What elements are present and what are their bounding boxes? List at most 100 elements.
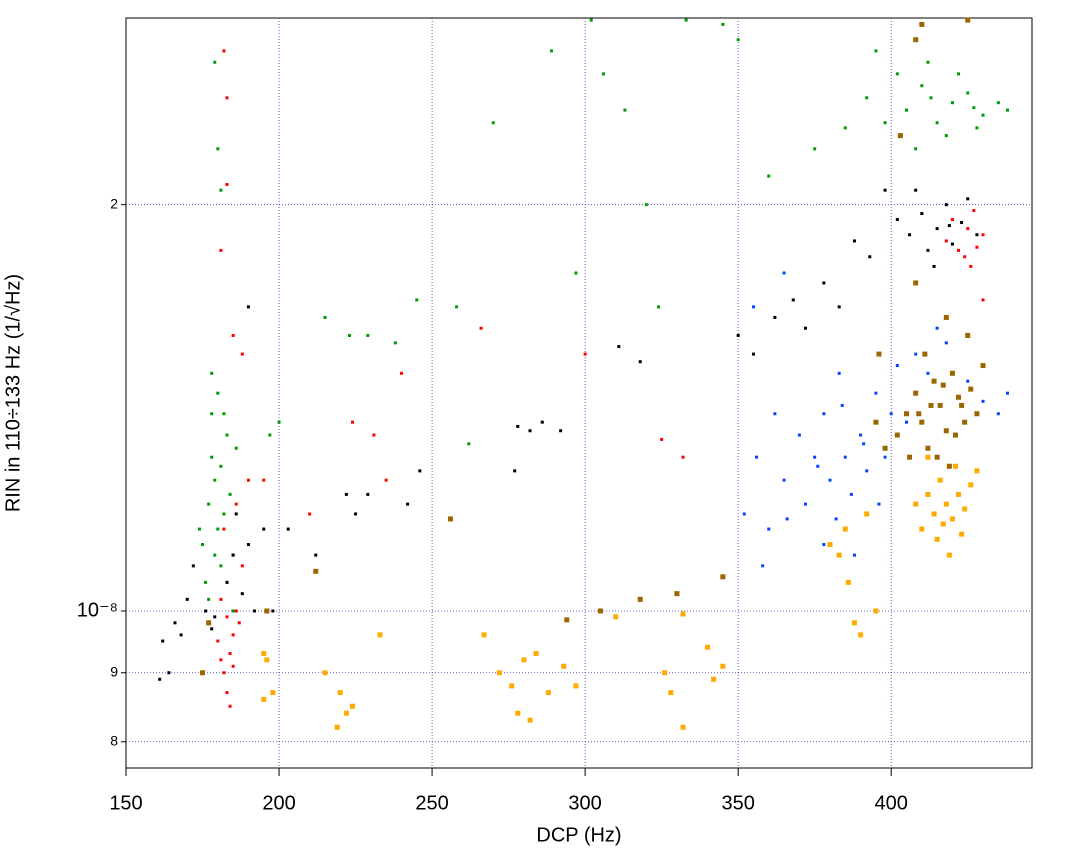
scatter-point <box>515 710 521 716</box>
y-tick-label: 9 <box>110 663 118 679</box>
scatter-point <box>491 121 495 125</box>
scatter-point <box>219 188 223 192</box>
scatter-point <box>574 271 578 275</box>
scatter-point <box>920 84 924 88</box>
scatter-point <box>509 683 515 689</box>
scatter-point <box>334 724 340 730</box>
scatter-point <box>234 609 238 613</box>
scatter-point <box>905 420 909 424</box>
scatter-point <box>773 315 777 319</box>
plot-frame <box>125 17 1033 769</box>
scatter-point <box>996 412 1000 416</box>
scatter-point <box>952 432 958 438</box>
scatter-point <box>638 360 642 364</box>
scatter-point <box>721 22 725 26</box>
scatter-point <box>549 49 553 53</box>
scatter-point <box>968 386 974 392</box>
scatter-point <box>873 608 879 614</box>
scatter-point <box>231 609 235 613</box>
scatter-point <box>897 133 903 139</box>
scatter-point <box>966 227 970 231</box>
scatter-point <box>926 60 930 64</box>
scatter-point <box>684 18 688 22</box>
scatter-point <box>937 402 943 408</box>
scatter-point <box>246 478 250 482</box>
y-tick-label: 10⁻⁸ <box>77 599 118 621</box>
scatter-point <box>350 703 355 709</box>
scatter-point <box>583 352 587 356</box>
scatter-point <box>222 412 226 416</box>
scatter-point <box>916 411 922 417</box>
scatter-point <box>926 371 930 375</box>
scatter-point <box>822 281 826 285</box>
scatter-point <box>943 428 949 434</box>
scatter-point <box>286 527 290 531</box>
scatter-point <box>972 106 976 110</box>
scatter-point <box>589 18 593 22</box>
scatter-point <box>895 218 899 222</box>
scatter-point <box>925 491 931 497</box>
scatter-point <box>981 113 985 117</box>
scatter-point <box>965 332 971 338</box>
x-tick-label: 400 <box>875 792 908 814</box>
scatter-point <box>975 233 979 237</box>
scatter-point <box>761 564 765 568</box>
scatter-point <box>865 96 869 100</box>
scatter-point <box>963 255 967 259</box>
scatter-point <box>527 717 533 723</box>
scatter-point <box>736 333 740 337</box>
scatter-point <box>877 502 881 506</box>
scatter-point <box>883 188 887 192</box>
scatter-point <box>213 478 217 482</box>
scatter-point <box>919 526 925 532</box>
scatter-point <box>804 502 807 506</box>
scatter-point <box>264 608 270 614</box>
scatter-point <box>919 21 925 27</box>
scatter-point <box>972 209 976 213</box>
scatter-point <box>908 233 912 237</box>
scatter-point <box>231 553 235 557</box>
scatter-point <box>479 326 483 330</box>
scatter-point <box>246 543 250 547</box>
scatter-point <box>270 690 276 696</box>
scatter-point <box>662 670 668 676</box>
scatter-point <box>337 690 343 696</box>
scatter-point <box>952 463 958 469</box>
scatter-point <box>975 245 979 249</box>
scatter-point <box>944 203 948 207</box>
scatter-point <box>240 592 244 596</box>
scatter-point <box>742 512 746 516</box>
scatter-point <box>926 248 930 252</box>
scatter-point <box>822 543 826 547</box>
scatter-point <box>925 445 931 451</box>
scatter-point <box>225 615 229 619</box>
scatter-point <box>210 371 214 375</box>
scatter-point <box>455 305 459 309</box>
scatter-point <box>913 37 919 43</box>
scatter-point <box>521 657 527 663</box>
scatter-point <box>219 564 223 568</box>
scatter-point <box>751 305 755 309</box>
x-tick-label: 250 <box>415 792 448 814</box>
scatter-point <box>167 671 171 675</box>
scatter-point <box>905 108 909 112</box>
scatter-point <box>919 419 925 425</box>
scatter-point <box>981 298 985 302</box>
scatter-point <box>354 512 358 516</box>
scatter-point <box>262 527 266 531</box>
scatter-point <box>216 391 220 395</box>
scatter-point <box>828 478 832 482</box>
scatter-point <box>179 633 183 637</box>
scatter-point <box>962 506 968 512</box>
scatter-point <box>932 264 936 268</box>
scatter-point <box>966 379 970 383</box>
scatter-point <box>868 255 872 259</box>
scatter-point <box>837 371 841 375</box>
scatter-point <box>981 399 985 403</box>
scatter-point <box>271 609 275 613</box>
scatter-point <box>213 60 217 64</box>
scatter-point <box>234 446 238 450</box>
scatter-point <box>907 454 913 460</box>
scatter-point <box>406 502 410 506</box>
scatter-point <box>966 197 970 201</box>
